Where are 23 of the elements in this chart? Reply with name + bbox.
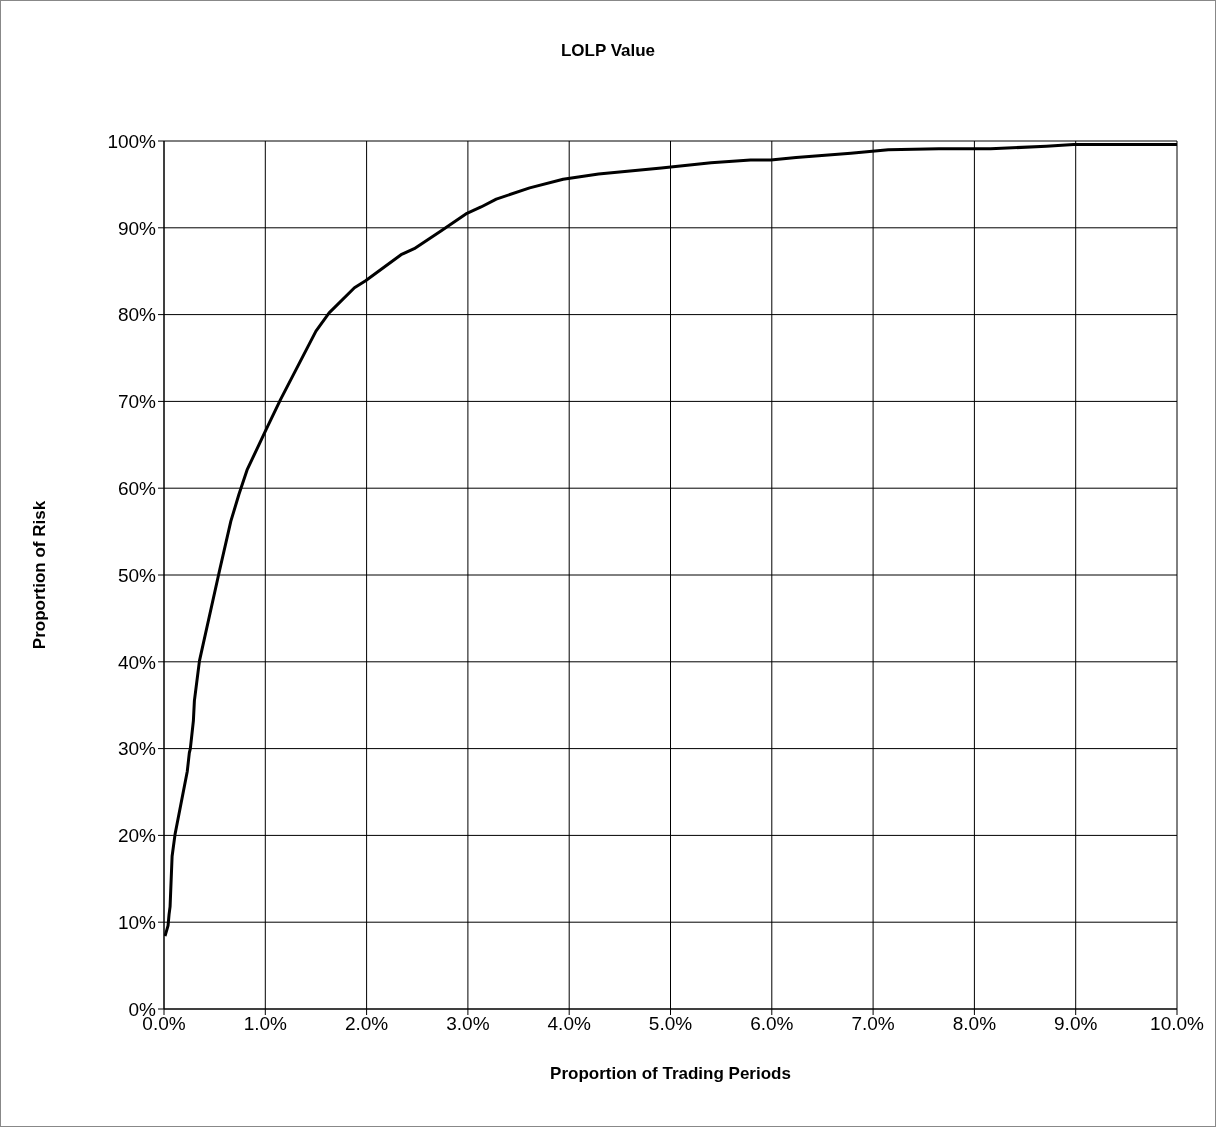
x-tick-label: 6.0% xyxy=(750,1013,794,1035)
x-tick-label: 1.0% xyxy=(243,1013,288,1035)
x-axis-title: Proportion of Trading Periods xyxy=(550,1064,791,1083)
x-tick-label: 7.0% xyxy=(851,1013,895,1035)
y-tick-label: 50% xyxy=(117,564,157,586)
x-tick-label: 5.0% xyxy=(648,1013,693,1035)
y-tick-label: 90% xyxy=(117,217,157,239)
y-tick-label: 20% xyxy=(117,825,157,847)
x-tick-label: 3.0% xyxy=(446,1013,490,1035)
x-tick-label: 10.0% xyxy=(1150,1013,1205,1035)
chart-title: LOLP Value xyxy=(559,41,657,61)
x-tick-label: 2.0% xyxy=(344,1013,389,1035)
y-tick-label: 60% xyxy=(117,477,157,499)
x-tick-label: 8.0% xyxy=(952,1013,997,1035)
y-tick-label: 30% xyxy=(117,738,157,760)
x-tick-label: 4.0% xyxy=(547,1013,591,1035)
y-axis-title: Proportion of Risk xyxy=(30,500,50,650)
y-tick-label: 100% xyxy=(107,130,157,152)
y-tick-label: 80% xyxy=(117,304,157,326)
y-tick-label: 10% xyxy=(117,911,157,933)
y-tick-label: 70% xyxy=(117,391,157,413)
x-tick-label: 9.0% xyxy=(1054,1013,1098,1035)
y-tick-label: 40% xyxy=(117,651,157,673)
